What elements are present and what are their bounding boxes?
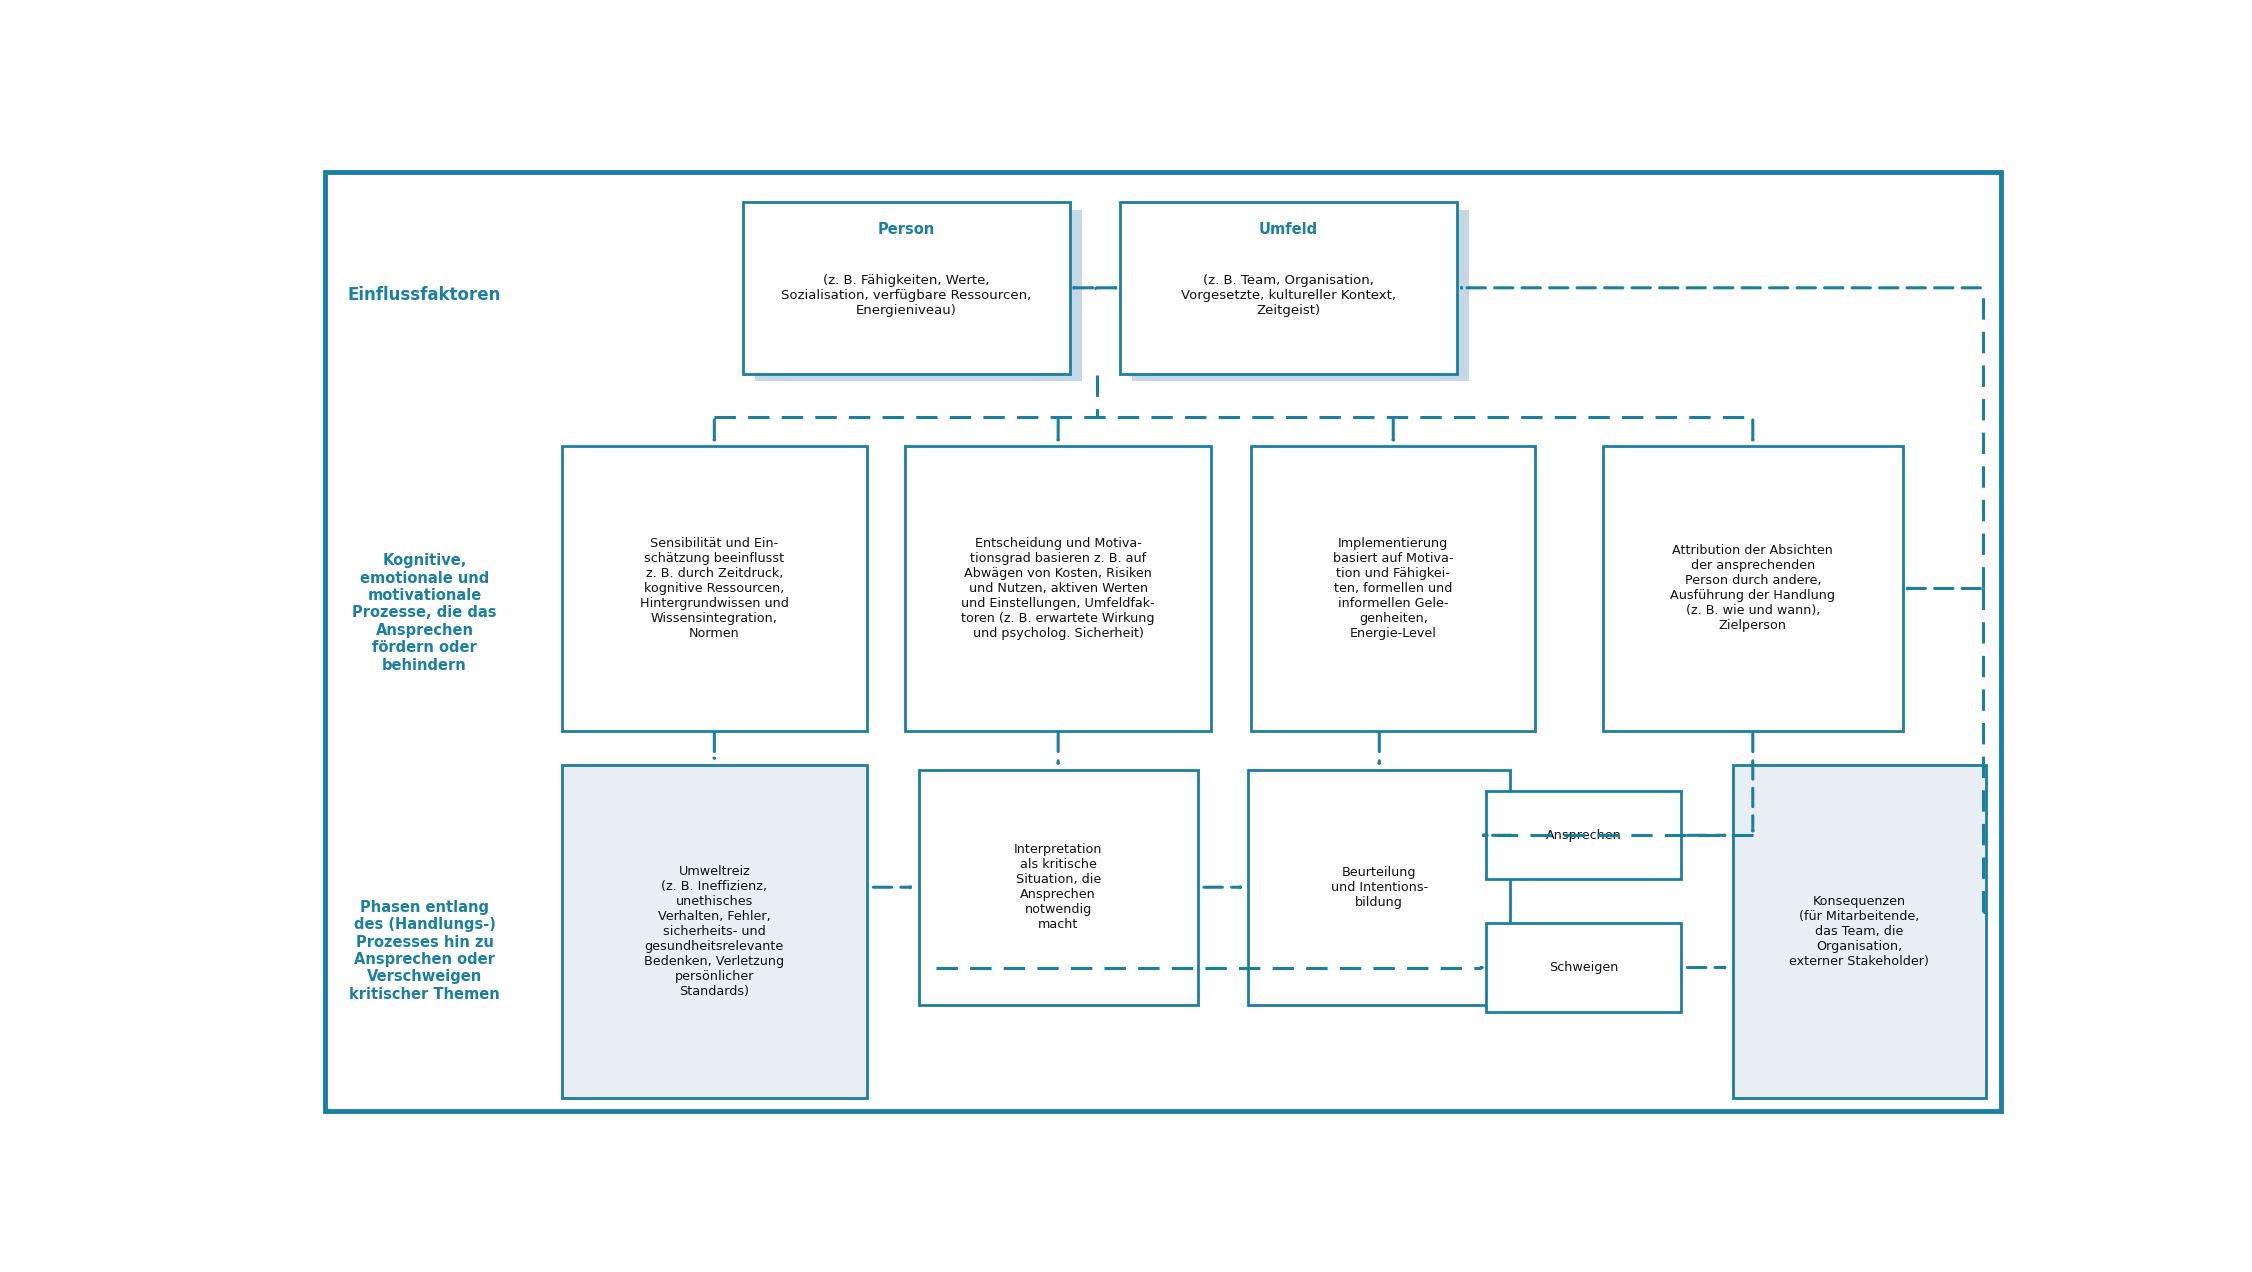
Text: Umweltreiz
(z. B. Ineffizienz,
unethisches
Verhalten, Fehler,
sicherheits- und
g: Umweltreiz (z. B. Ineffizienz, unethisch…	[644, 865, 784, 997]
FancyBboxPatch shape	[754, 210, 1081, 382]
Text: (z. B. Fähigkeiten, Werte,
Sozialisation, verfügbare Ressourcen,
Energieniveau): (z. B. Fähigkeiten, Werte, Sozialisation…	[781, 275, 1031, 317]
Text: Ansprechen: Ansprechen	[1545, 829, 1621, 842]
Text: Konsequenzen
(für Mitarbeitende,
das Team, die
Organisation,
externer Stakeholde: Konsequenzen (für Mitarbeitende, das Tea…	[1790, 894, 1930, 968]
Text: Schweigen: Schweigen	[1549, 962, 1619, 974]
FancyBboxPatch shape	[1248, 770, 1511, 1005]
Text: (z. B. Team, Organisation,
Vorgesetzte, kultureller Kontext,
Zeitgeist): (z. B. Team, Organisation, Vorgesetzte, …	[1180, 275, 1396, 317]
Text: Umfeld: Umfeld	[1259, 221, 1317, 237]
Text: Implementierung
basiert auf Motiva-
tion und Fähigkei-
ten, formellen und
inform: Implementierung basiert auf Motiva- tion…	[1333, 537, 1453, 640]
FancyBboxPatch shape	[561, 446, 867, 730]
FancyBboxPatch shape	[1486, 791, 1682, 879]
FancyBboxPatch shape	[1119, 202, 1457, 374]
Text: Sensibilität und Ein-
schätzung beeinflusst
z. B. durch Zeitdruck,
kognitive Res: Sensibilität und Ein- schätzung beeinflu…	[640, 537, 788, 640]
FancyBboxPatch shape	[1603, 446, 1903, 730]
FancyBboxPatch shape	[1252, 446, 1536, 730]
FancyBboxPatch shape	[1486, 923, 1682, 1011]
Text: Beurteilung
und Intentions-
bildung: Beurteilung und Intentions- bildung	[1331, 866, 1428, 908]
Text: Interpretation
als kritische
Situation, die
Ansprechen
notwendig
macht: Interpretation als kritische Situation, …	[1013, 843, 1103, 931]
Text: Einflussfaktoren: Einflussfaktoren	[347, 286, 502, 304]
Text: Entscheidung und Motiva-
tionsgrad basieren z. B. auf
Abwägen von Kosten, Risike: Entscheidung und Motiva- tionsgrad basie…	[962, 537, 1155, 640]
Text: Person: Person	[878, 221, 935, 237]
FancyBboxPatch shape	[561, 764, 867, 1098]
Text: Attribution der Absichten
der ansprechenden
Person durch andere,
Ausführung der : Attribution der Absichten der ansprechen…	[1671, 544, 1835, 632]
Text: Kognitive,
emotionale und
motivationale
Prozesse, die das
Ansprechen
fördern ode: Kognitive, emotionale und motivationale …	[351, 553, 498, 673]
FancyBboxPatch shape	[1732, 764, 1986, 1098]
FancyBboxPatch shape	[743, 202, 1070, 374]
FancyBboxPatch shape	[919, 770, 1198, 1005]
FancyBboxPatch shape	[1133, 210, 1468, 382]
Text: Phasen entlang
des (Handlungs-)
Prozesses hin zu
Ansprechen oder
Verschweigen
kr: Phasen entlang des (Handlungs-) Prozesse…	[349, 899, 500, 1002]
FancyBboxPatch shape	[905, 446, 1212, 730]
